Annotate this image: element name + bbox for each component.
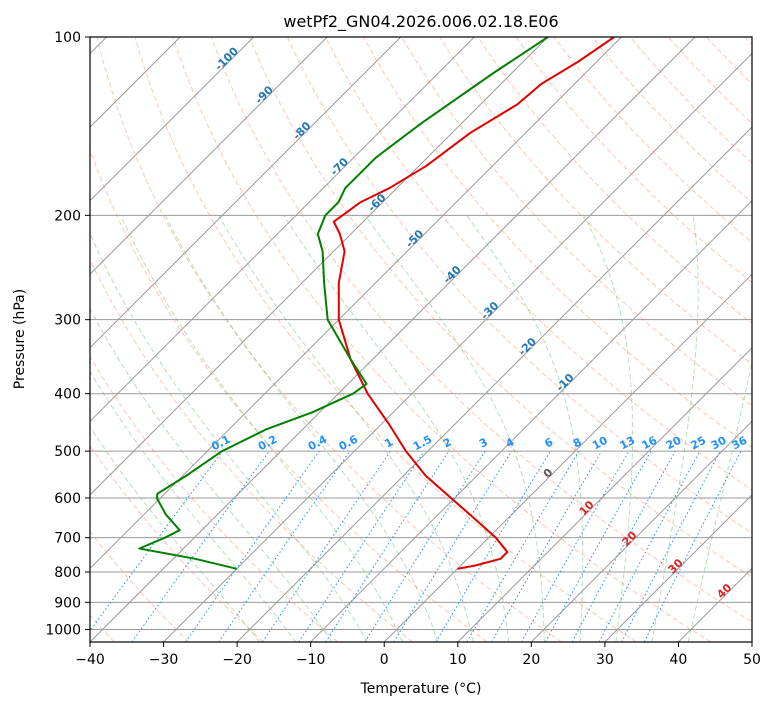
mixing-ratio-line — [262, 450, 391, 642]
dry-adiabat — [90, 355, 339, 642]
isotherm-gridline — [90, 37, 255, 202]
x-tick-label: −40 — [75, 652, 105, 668]
x-tick-label: 40 — [670, 652, 688, 668]
x-tick-label: 0 — [380, 652, 389, 668]
dry-adiabat — [96, 37, 562, 642]
x-tick-label: −10 — [296, 652, 326, 668]
x-axis-title: Temperature (°C) — [360, 681, 482, 697]
axes: −40 −30 −20 −10 0 10 20 30 40 50 100 200 300 400 500 60… — [45, 30, 761, 668]
dewpoint-profile-line — [138, 37, 549, 570]
isotherm-gridline — [163, 52, 752, 642]
mixing-ratio-label: 30 — [709, 434, 729, 453]
x-tick-label: −20 — [222, 652, 252, 668]
x-tick-label: −30 — [149, 652, 179, 668]
dry-adiabat — [325, 37, 752, 491]
moist-adiabat — [583, 215, 634, 642]
dry-adiabat — [286, 37, 752, 534]
mixing-ratio-label: 10 — [590, 434, 610, 453]
dry-adiabat — [591, 37, 752, 204]
y-tick-label: 600 — [54, 491, 81, 507]
dry-adiabat — [210, 37, 752, 623]
moist-adiabat — [120, 215, 404, 642]
mixing-ratio-label: 25 — [688, 434, 708, 453]
temperature-profile-line — [332, 37, 615, 570]
mixing-ratio-label: 20 — [664, 433, 684, 452]
dry-adiabat — [90, 258, 413, 642]
moist-adiabat — [164, 215, 439, 642]
mixing-ratio-label: 36 — [730, 434, 750, 453]
mixing-ratio-label: 16 — [640, 433, 660, 452]
isotherm-gridline — [90, 37, 696, 642]
isotherm-gridline — [457, 347, 752, 642]
moist-adiabat — [651, 215, 699, 642]
mixing-ratio-label: 13 — [618, 434, 638, 453]
mixing-ratio-line — [131, 450, 270, 642]
plot-area: 0.1 0.2 0.4 0.6 1 1.5 2 3 4 6 8 10 13 16 20 25 30 36-100-… — [90, 37, 752, 642]
y-tick-label: 1000 — [45, 622, 81, 638]
isotherm-gridline — [90, 37, 402, 349]
x-tick-label: 50 — [743, 652, 761, 668]
y-tick-label: 300 — [54, 313, 81, 329]
y-tick-label: 400 — [54, 387, 81, 403]
y-tick-label: 200 — [54, 208, 81, 224]
y-tick-label: 500 — [54, 444, 81, 460]
isotherm-gridline — [90, 37, 475, 423]
dry-adiabat — [90, 148, 488, 642]
moist-adiabat — [687, 360, 752, 642]
isotherm-gridline — [90, 37, 328, 275]
isotherm-gridline — [604, 494, 752, 642]
dry-adiabat — [439, 37, 752, 365]
moist-adiabat — [90, 370, 297, 642]
isotherm-gridline — [236, 126, 752, 642]
dry-adiabat — [90, 530, 190, 642]
moist-adiabat — [90, 426, 261, 642]
dry-adiabat — [515, 37, 752, 284]
y-axis-title: Pressure (hPa) — [12, 289, 28, 389]
mixing-ratio-line — [571, 450, 676, 642]
chart-title: wetPf2_GN04.2026.006.02.18.E06 — [283, 12, 558, 32]
mixing-ratio-line — [393, 450, 513, 642]
mixing-ratio-line — [90, 450, 223, 632]
dry-adiabat — [477, 37, 752, 324]
x-tick-label: 10 — [449, 652, 467, 668]
plot-frame — [89, 36, 753, 643]
mixing-ratio-line — [218, 450, 351, 642]
mixing-ratio-line — [298, 450, 425, 642]
y-tick-label: 100 — [54, 30, 81, 46]
mixing-ratio-line — [545, 450, 652, 642]
moist-adiabat — [364, 215, 545, 642]
mixing-ratio-line — [325, 450, 450, 642]
dry-adiabat — [248, 37, 752, 578]
x-tick-label: 20 — [522, 652, 540, 668]
y-tick-label: 700 — [54, 531, 81, 547]
dry-adiabat — [172, 37, 712, 642]
y-tick-label: 800 — [54, 565, 81, 581]
isotherm-gridline — [310, 199, 752, 642]
moist-adiabat — [90, 232, 368, 642]
mixing-ratio-line — [521, 450, 630, 642]
mixing-ratio-line — [185, 450, 320, 642]
x-tick-label: 30 — [596, 652, 614, 668]
isotherm-gridline — [530, 420, 752, 642]
isotherm-gridline — [90, 37, 622, 570]
mixing-ratio-line — [643, 450, 742, 642]
isotherm-gridline — [90, 37, 549, 496]
dry-adiabat — [401, 37, 752, 407]
y-tick-label: 900 — [54, 595, 81, 611]
isotherm-gridline — [383, 273, 752, 642]
moist-adiabat — [283, 215, 510, 642]
